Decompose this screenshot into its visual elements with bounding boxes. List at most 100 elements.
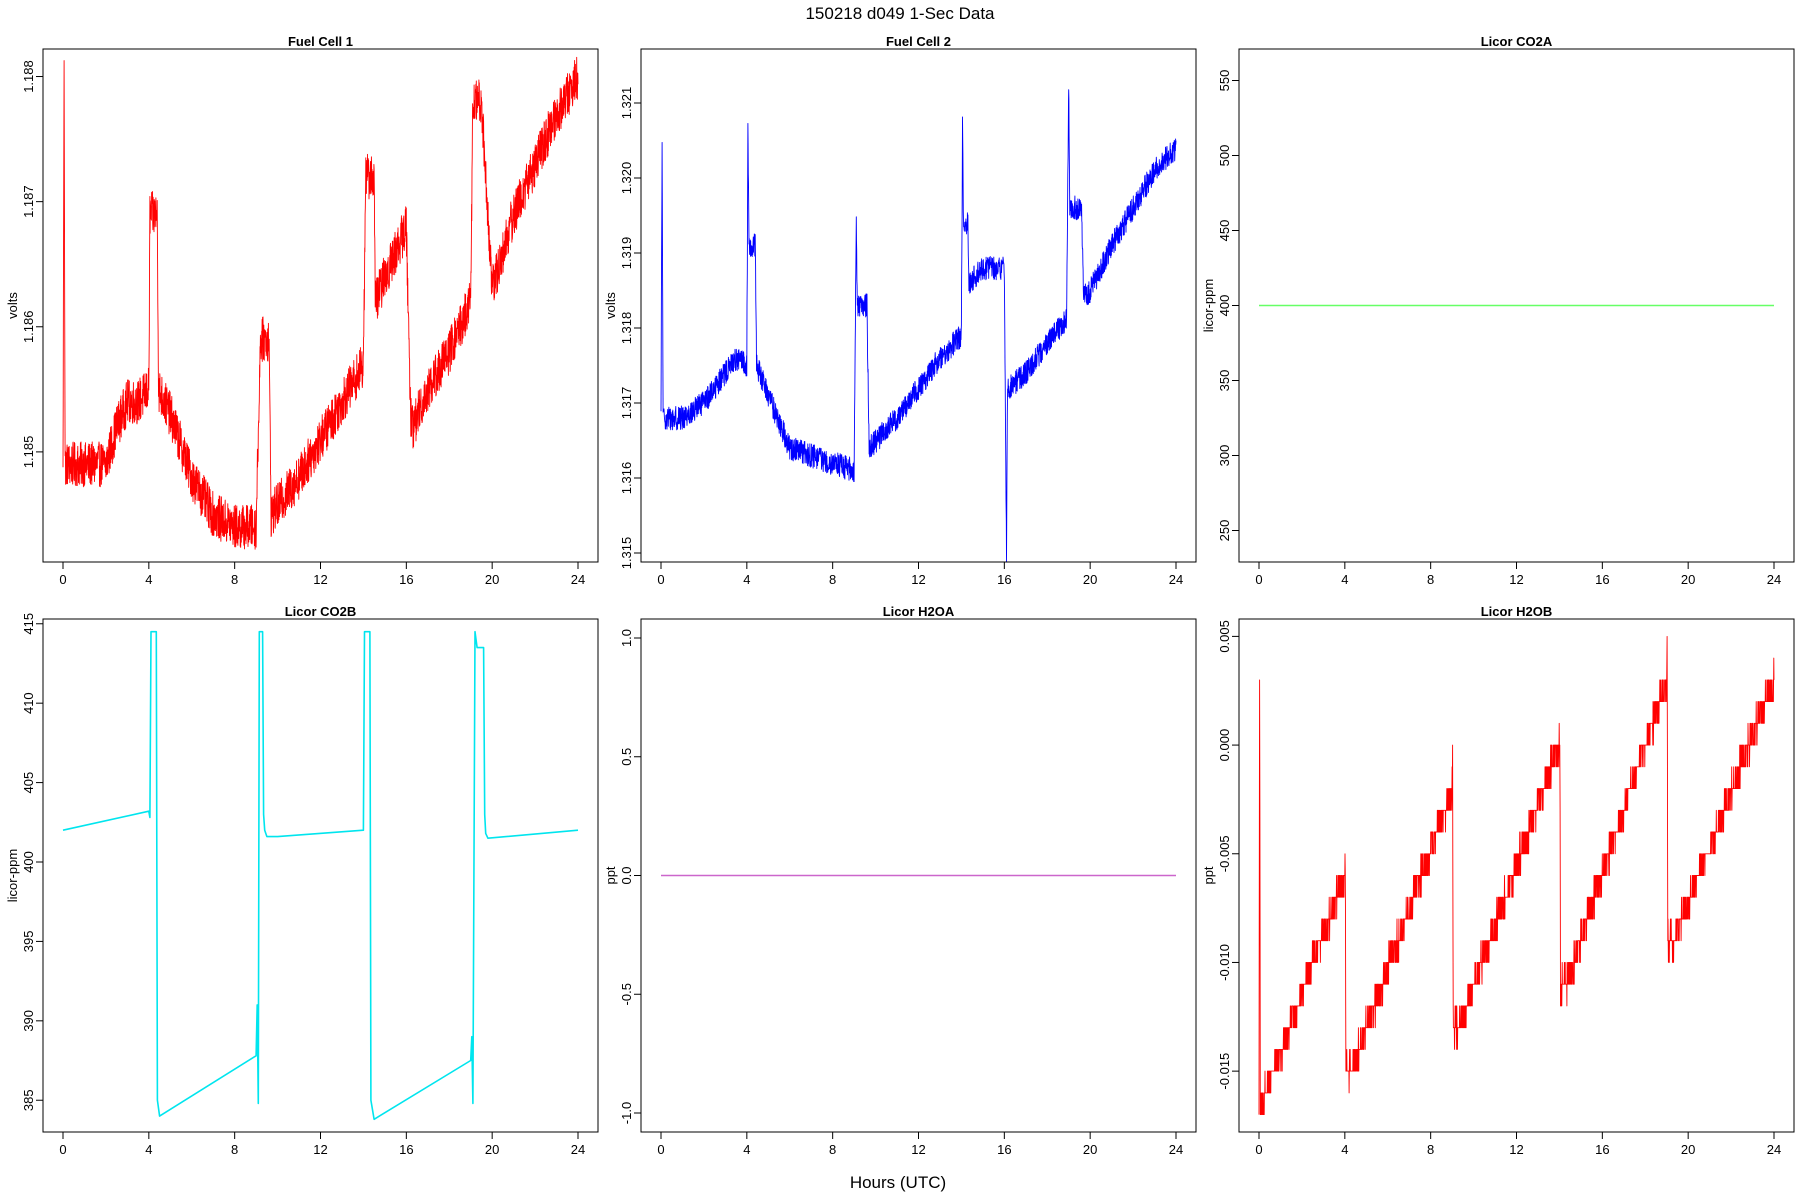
x-tick-label: 0 [59,572,66,587]
x-tick-label: 0 [59,1142,66,1157]
plot-frame [42,48,599,563]
plot-frame [42,618,599,1133]
series-line [1258,635,1775,1116]
x-tick-label: 0 [657,1142,664,1157]
chart-ylabel: volts [603,292,618,319]
y-tick-label: 405 [21,772,36,794]
x-tick-label: 12 [313,572,327,587]
figure-xlabel: Hours (UTC) [850,1173,946,1192]
y-tick-label: 1.320 [619,162,634,195]
x-tick-label: 16 [399,572,413,587]
x-tick-label: 4 [1341,572,1348,587]
chart-panel-1: Fuel Cell 1 volts 0 4 8 12 16 20 24 1.185 1.186 1.1… [5,34,599,587]
y-tick-label: 350 [1217,370,1232,392]
chart-ylabel: licor-ppm [1201,279,1216,332]
y-tick-label: 395 [21,931,36,953]
chart-panel-6: Licor H2OB ppt 0 4 8 12 16 20 24 -0.015 -0.010 -0.0… [1201,604,1795,1157]
chart-ylabel: licor-ppm [5,849,20,902]
x-tick-label: 24 [571,1142,585,1157]
y-tick-label: 1.185 [21,436,36,469]
y-tick-label: 410 [21,692,36,714]
y-tick-label: -0.010 [1217,944,1232,981]
y-tick-label: 1.315 [619,537,634,570]
x-tick-label: 20 [1083,1142,1097,1157]
chart-panel-3: Licor CO2A licor-ppm 0 4 8 12 16 20 24 250 300 350 4… [1201,34,1795,587]
y-tick-label: 1.319 [619,237,634,270]
y-tick-label: 0.000 [1217,729,1232,762]
chart-title: Licor H2OB [1481,604,1553,619]
x-tick-label: 0 [657,572,664,587]
chart-panel-5: Licor H2OA ppt 0 4 8 12 16 20 24 -1.0 -0.5 0.0 0.5 1.… [603,604,1197,1157]
x-tick-label: 16 [399,1142,413,1157]
x-tick-label: 8 [829,572,836,587]
chart-ylabel: volts [5,292,20,319]
x-tick-label: 4 [145,572,152,587]
chart-title: Licor CO2B [285,604,357,619]
y-tick-label: 450 [1217,220,1232,242]
chart-title: Licor CO2A [1481,34,1553,49]
x-tick-label: 8 [231,572,238,587]
x-tick-label: 24 [1169,1142,1183,1157]
x-tick-label: 4 [743,572,750,587]
chart-title: Fuel Cell 1 [288,34,353,49]
y-tick-label: -1.0 [619,1102,634,1124]
chart-title: Fuel Cell 2 [886,34,951,49]
x-tick-label: 8 [1427,1142,1434,1157]
x-tick-label: 20 [1681,1142,1695,1157]
x-tick-label: 8 [829,1142,836,1157]
y-tick-label: 415 [21,613,36,635]
x-tick-label: 4 [145,1142,152,1157]
x-tick-label: 24 [1169,572,1183,587]
y-tick-label: 0.0 [619,866,634,884]
y-tick-label: 385 [21,1089,36,1111]
y-tick-label: -0.5 [619,983,634,1005]
y-tick-label: 550 [1217,70,1232,92]
x-tick-label: 12 [1509,1142,1523,1157]
y-tick-label: 400 [1217,295,1232,317]
x-tick-label: 12 [911,1142,925,1157]
y-tick-label: 1.0 [619,629,634,647]
x-tick-label: 8 [231,1142,238,1157]
x-tick-label: 4 [743,1142,750,1157]
y-tick-label: 400 [21,851,36,873]
series-line [62,630,579,1121]
chart-panel-4: Licor CO2B licor-ppm 0 4 8 12 16 20 24 385 390 395 4… [5,604,599,1157]
series-line [660,89,1177,563]
y-tick-label: 250 [1217,520,1232,542]
x-tick-label: 24 [1767,572,1781,587]
y-tick-label: 0.5 [619,748,634,766]
y-tick-label: 500 [1217,145,1232,167]
x-tick-label: 12 [1509,572,1523,587]
y-tick-label: -0.015 [1217,1053,1232,1090]
y-tick-label: 0.005 [1217,620,1232,653]
x-tick-label: 16 [1595,1142,1609,1157]
x-tick-label: 20 [485,572,499,587]
series-line [62,56,579,550]
x-tick-label: 0 [1255,572,1262,587]
x-tick-label: 16 [997,572,1011,587]
x-tick-label: 16 [1595,572,1609,587]
y-tick-label: 1.188 [21,60,36,93]
x-tick-label: 24 [1767,1142,1781,1157]
x-tick-label: 20 [1083,572,1097,587]
x-tick-label: 20 [1681,572,1695,587]
panels: Fuel Cell 1 volts 0 4 8 12 16 20 24 1.185 1.186 1.1… [5,34,1795,1157]
y-tick-label: -0.005 [1217,835,1232,872]
x-tick-label: 16 [997,1142,1011,1157]
x-tick-label: 8 [1427,572,1434,587]
y-tick-label: 1.316 [619,462,634,495]
y-tick-label: 1.187 [21,185,36,218]
chart-title: Licor H2OA [883,604,955,619]
chart-ylabel: ppt [1201,866,1216,884]
y-tick-label: 390 [21,1010,36,1032]
x-tick-label: 20 [485,1142,499,1157]
x-tick-label: 4 [1341,1142,1348,1157]
y-tick-label: 1.186 [21,310,36,343]
plot-frame [640,48,1197,563]
x-tick-label: 24 [571,572,585,587]
y-tick-label: 1.321 [619,87,634,120]
x-tick-label: 12 [313,1142,327,1157]
y-tick-label: 1.318 [619,312,634,345]
chart-panel-2: Fuel Cell 2 volts 0 4 8 12 16 20 24 1.315 1.316 1.3… [603,34,1197,587]
